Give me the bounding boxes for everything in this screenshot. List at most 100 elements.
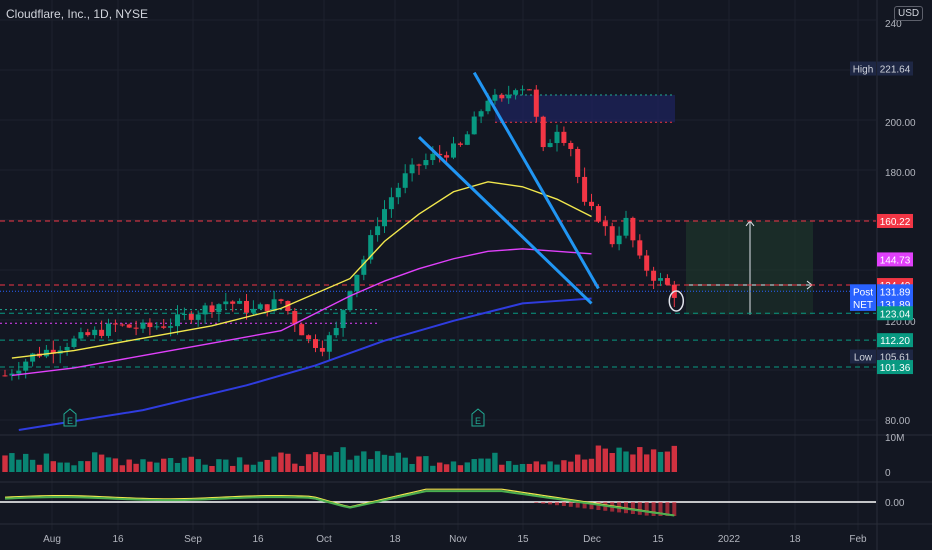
candle-body bbox=[319, 347, 325, 352]
volume-bar bbox=[409, 463, 415, 472]
volume-bar bbox=[292, 463, 298, 472]
time-tick-label: 15 bbox=[517, 534, 529, 545]
volume-bar bbox=[533, 461, 539, 472]
candle-body bbox=[340, 310, 346, 329]
volume-bar bbox=[588, 458, 595, 472]
volume-bar bbox=[64, 462, 70, 472]
earnings-label: E bbox=[67, 416, 73, 426]
candle-body bbox=[112, 323, 118, 325]
candle-body bbox=[64, 346, 70, 351]
volume-bar bbox=[388, 455, 395, 472]
volume-axis-label: 10M bbox=[885, 433, 904, 444]
volume-bar bbox=[36, 464, 43, 472]
price-badge: 160.22 bbox=[877, 213, 913, 228]
volume-bar bbox=[195, 459, 201, 472]
grid-layer bbox=[0, 0, 876, 530]
candle-body bbox=[119, 324, 125, 326]
price-tick-label: 80.00 bbox=[885, 416, 910, 427]
volume-bar bbox=[540, 464, 546, 472]
volume-bar bbox=[154, 462, 160, 472]
volume-bar bbox=[526, 463, 533, 472]
histogram-bar bbox=[548, 502, 553, 505]
badge-value: 144.73 bbox=[880, 255, 911, 266]
volume-bar bbox=[278, 452, 284, 472]
price-badge: 123.04 bbox=[877, 306, 913, 321]
histogram-bar bbox=[561, 502, 566, 506]
candle-body bbox=[568, 142, 574, 149]
candle-body bbox=[423, 160, 429, 166]
candle-body bbox=[292, 311, 298, 325]
volume-bar bbox=[554, 464, 560, 472]
volume-bar bbox=[547, 461, 553, 472]
price-badge: 101.36 bbox=[877, 360, 913, 375]
candle-body bbox=[533, 89, 539, 117]
candle-body bbox=[50, 349, 56, 354]
candle-body bbox=[78, 332, 84, 339]
candle-body bbox=[492, 94, 498, 101]
candle-body bbox=[257, 304, 263, 309]
candle-body bbox=[609, 226, 615, 245]
candle-body bbox=[237, 300, 243, 304]
candle-body bbox=[554, 131, 560, 144]
volume-bar bbox=[423, 456, 429, 472]
badge-value: 112.20 bbox=[880, 336, 910, 347]
volume-bar bbox=[443, 464, 450, 472]
oscillator-layer bbox=[0, 488, 876, 517]
price-tick-label: 200.00 bbox=[885, 118, 916, 129]
volume-bar bbox=[568, 461, 574, 472]
earnings-marker: E bbox=[471, 408, 485, 427]
volume-bar bbox=[271, 456, 277, 472]
badge-value-box bbox=[877, 213, 913, 228]
candle-body bbox=[216, 304, 222, 313]
volume-bar bbox=[561, 460, 567, 472]
volume-bar bbox=[43, 453, 50, 472]
volume-bar bbox=[312, 452, 319, 472]
highlight-circle bbox=[668, 290, 685, 312]
volume-bar bbox=[188, 456, 194, 472]
volume-bar bbox=[202, 464, 208, 472]
volume-bar bbox=[340, 447, 346, 472]
volume-bar bbox=[29, 459, 36, 472]
candle-body bbox=[154, 326, 160, 328]
volume-bar bbox=[374, 451, 381, 472]
candle-body bbox=[540, 116, 546, 148]
volume-bar bbox=[257, 461, 263, 472]
badge-label: High bbox=[853, 65, 874, 76]
badge-label-box bbox=[850, 296, 876, 311]
badge-value-box bbox=[877, 360, 913, 375]
candle-body bbox=[437, 153, 443, 156]
candle-body bbox=[306, 335, 312, 340]
candle-body bbox=[630, 217, 636, 241]
volume-bar bbox=[581, 459, 588, 472]
volume-bar bbox=[299, 465, 305, 472]
volume-axis-zero: 0 bbox=[885, 468, 891, 479]
volume-bar bbox=[236, 457, 243, 472]
badge-value-box bbox=[877, 306, 913, 321]
candle-body bbox=[478, 111, 484, 117]
histogram-bar bbox=[541, 502, 546, 504]
histogram-bar bbox=[630, 502, 635, 514]
price-axis: 240 200.00 180.00 120.00 80.00 10M 0 0.00 bbox=[885, 19, 916, 509]
badge-value: 123.04 bbox=[880, 309, 911, 320]
candle-body bbox=[244, 300, 249, 313]
candles-layer bbox=[2, 85, 677, 381]
candle-body bbox=[161, 326, 167, 328]
candle-body bbox=[602, 221, 608, 227]
candle-body bbox=[9, 373, 15, 376]
volume-bar bbox=[305, 454, 312, 472]
badge-value: 160.22 bbox=[880, 217, 911, 228]
volume-bar bbox=[623, 451, 629, 472]
oscillator-main-line bbox=[4, 490, 675, 517]
currency-button[interactable]: USD bbox=[894, 6, 924, 21]
histogram-bar bbox=[651, 502, 656, 516]
volume-bar bbox=[319, 454, 326, 472]
volume-bar bbox=[512, 464, 519, 472]
volume-bar bbox=[644, 454, 650, 472]
candle-body bbox=[382, 209, 387, 227]
candle-body bbox=[416, 164, 422, 166]
candle-body bbox=[637, 240, 643, 256]
volume-bar bbox=[105, 457, 112, 472]
candle-body bbox=[188, 314, 194, 320]
time-tick-label: Dec bbox=[583, 534, 601, 545]
